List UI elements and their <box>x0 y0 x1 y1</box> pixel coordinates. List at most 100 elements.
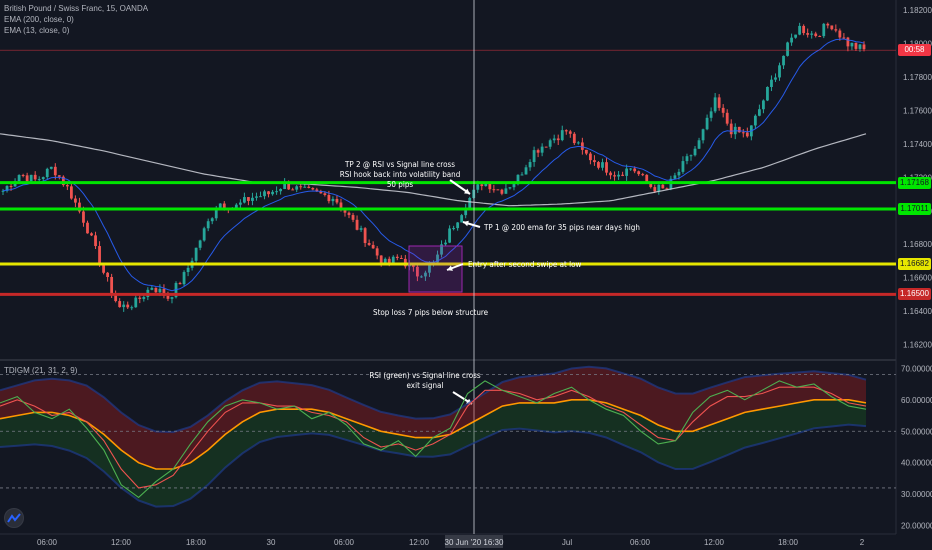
candle-body <box>399 257 403 259</box>
tdigm-legend[interactable]: TDIGM (21, 31, 2, 9) <box>4 366 78 375</box>
candle-body <box>854 42 858 49</box>
ema13-legend[interactable]: EMA (13, close, 0) <box>4 26 70 35</box>
symbol-legend[interactable]: British Pound / Swiss Franc, 15, OANDA <box>4 4 149 13</box>
candle-body <box>484 182 488 187</box>
candle-body <box>436 254 439 263</box>
candle-body <box>218 203 222 210</box>
candle-body <box>428 264 431 273</box>
price-tick-label: 1.17800 <box>903 73 932 82</box>
candle-body <box>339 202 343 210</box>
candle-body <box>605 162 608 173</box>
candle-body <box>576 142 580 144</box>
candle-body <box>295 186 299 190</box>
price-tick-label: 1.16400 <box>903 307 932 316</box>
rsi-tick-label: 30.00000 <box>901 490 932 499</box>
candle-body <box>617 174 620 177</box>
candle-body <box>633 168 637 172</box>
candle-body <box>5 186 9 191</box>
candle-body <box>468 197 472 209</box>
candle-body <box>275 191 278 193</box>
candle-body <box>395 256 399 258</box>
candle-body <box>556 138 560 141</box>
candle-body <box>709 111 713 118</box>
candle-body <box>210 218 214 222</box>
candle-body <box>283 181 287 190</box>
candle-body <box>641 174 645 176</box>
candle-body <box>267 191 270 195</box>
ema200-legend[interactable]: EMA (200, close, 0) <box>4 15 74 24</box>
candle-body <box>629 168 633 170</box>
candle-body <box>838 30 842 38</box>
candle-body <box>424 272 427 277</box>
candle-body <box>826 23 830 26</box>
candle-body <box>762 100 765 110</box>
candle-body <box>347 212 351 216</box>
time-tick-label: 30 <box>267 538 276 547</box>
candle-body <box>745 132 749 137</box>
candle-body <box>806 33 810 35</box>
candle-body <box>247 197 250 201</box>
candle-body <box>850 42 854 47</box>
candle-body <box>416 266 419 277</box>
candle-body <box>25 175 29 182</box>
candle-body <box>609 172 612 176</box>
candle-body <box>842 37 846 39</box>
candle-body <box>102 265 105 273</box>
candle-body <box>536 150 540 153</box>
rsi-tick-label: 20.00000 <box>901 522 932 531</box>
candle-body <box>460 215 464 223</box>
candle-body <box>625 168 629 176</box>
candle-body <box>45 168 49 178</box>
candle-body <box>82 211 85 223</box>
candle-body <box>601 162 604 168</box>
candle-body <box>41 177 45 180</box>
tp2-arrow-head <box>464 188 470 194</box>
candle-body <box>307 186 311 188</box>
candle-body <box>645 174 649 184</box>
candle-body <box>500 189 504 194</box>
candle-body <box>391 256 395 263</box>
candle-body <box>572 133 576 144</box>
upper-band-edge <box>0 365 867 434</box>
candle-body <box>834 29 838 31</box>
time-tick-label: 12:00 <box>111 538 132 547</box>
candle-body <box>701 129 705 141</box>
candle-body <box>456 222 460 229</box>
candle-body <box>766 86 769 101</box>
candle-body <box>657 184 661 192</box>
candle-body <box>375 248 379 256</box>
price-tick-label: 1.16800 <box>903 240 932 249</box>
time-tick-label: 18:00 <box>778 538 799 547</box>
time-tick-label: 06:00 <box>37 538 58 547</box>
candle-body <box>540 146 544 153</box>
candle-body <box>49 166 53 169</box>
candle-body <box>621 174 624 176</box>
candle-body <box>802 25 806 34</box>
candle-body <box>74 198 77 203</box>
candle-body <box>814 33 818 37</box>
candle-body <box>564 130 568 132</box>
candle-body <box>303 186 307 188</box>
candle-body <box>279 189 283 192</box>
crosshair-time-box <box>445 535 503 548</box>
candle-body <box>552 138 556 141</box>
candle-body <box>753 115 757 126</box>
candle-body <box>359 228 363 230</box>
candle-body <box>178 282 182 285</box>
rsi-tick-label: 60.00000 <box>901 396 932 405</box>
candle-body <box>134 297 138 308</box>
candle-body <box>516 174 520 185</box>
candle-body <box>379 255 383 265</box>
candle-body <box>194 247 198 261</box>
candle-body <box>524 167 528 175</box>
tp2-line-1: TP 2 @ RSI vs Signal line cross <box>345 160 455 169</box>
candle-body <box>737 126 741 133</box>
candle-body <box>725 112 729 124</box>
app-logo[interactable] <box>4 508 24 528</box>
candle-body <box>528 162 532 168</box>
candle-body <box>251 197 254 201</box>
candle-body <box>420 276 423 278</box>
tp1-arrow-head <box>463 220 469 227</box>
candle-body <box>106 272 110 277</box>
